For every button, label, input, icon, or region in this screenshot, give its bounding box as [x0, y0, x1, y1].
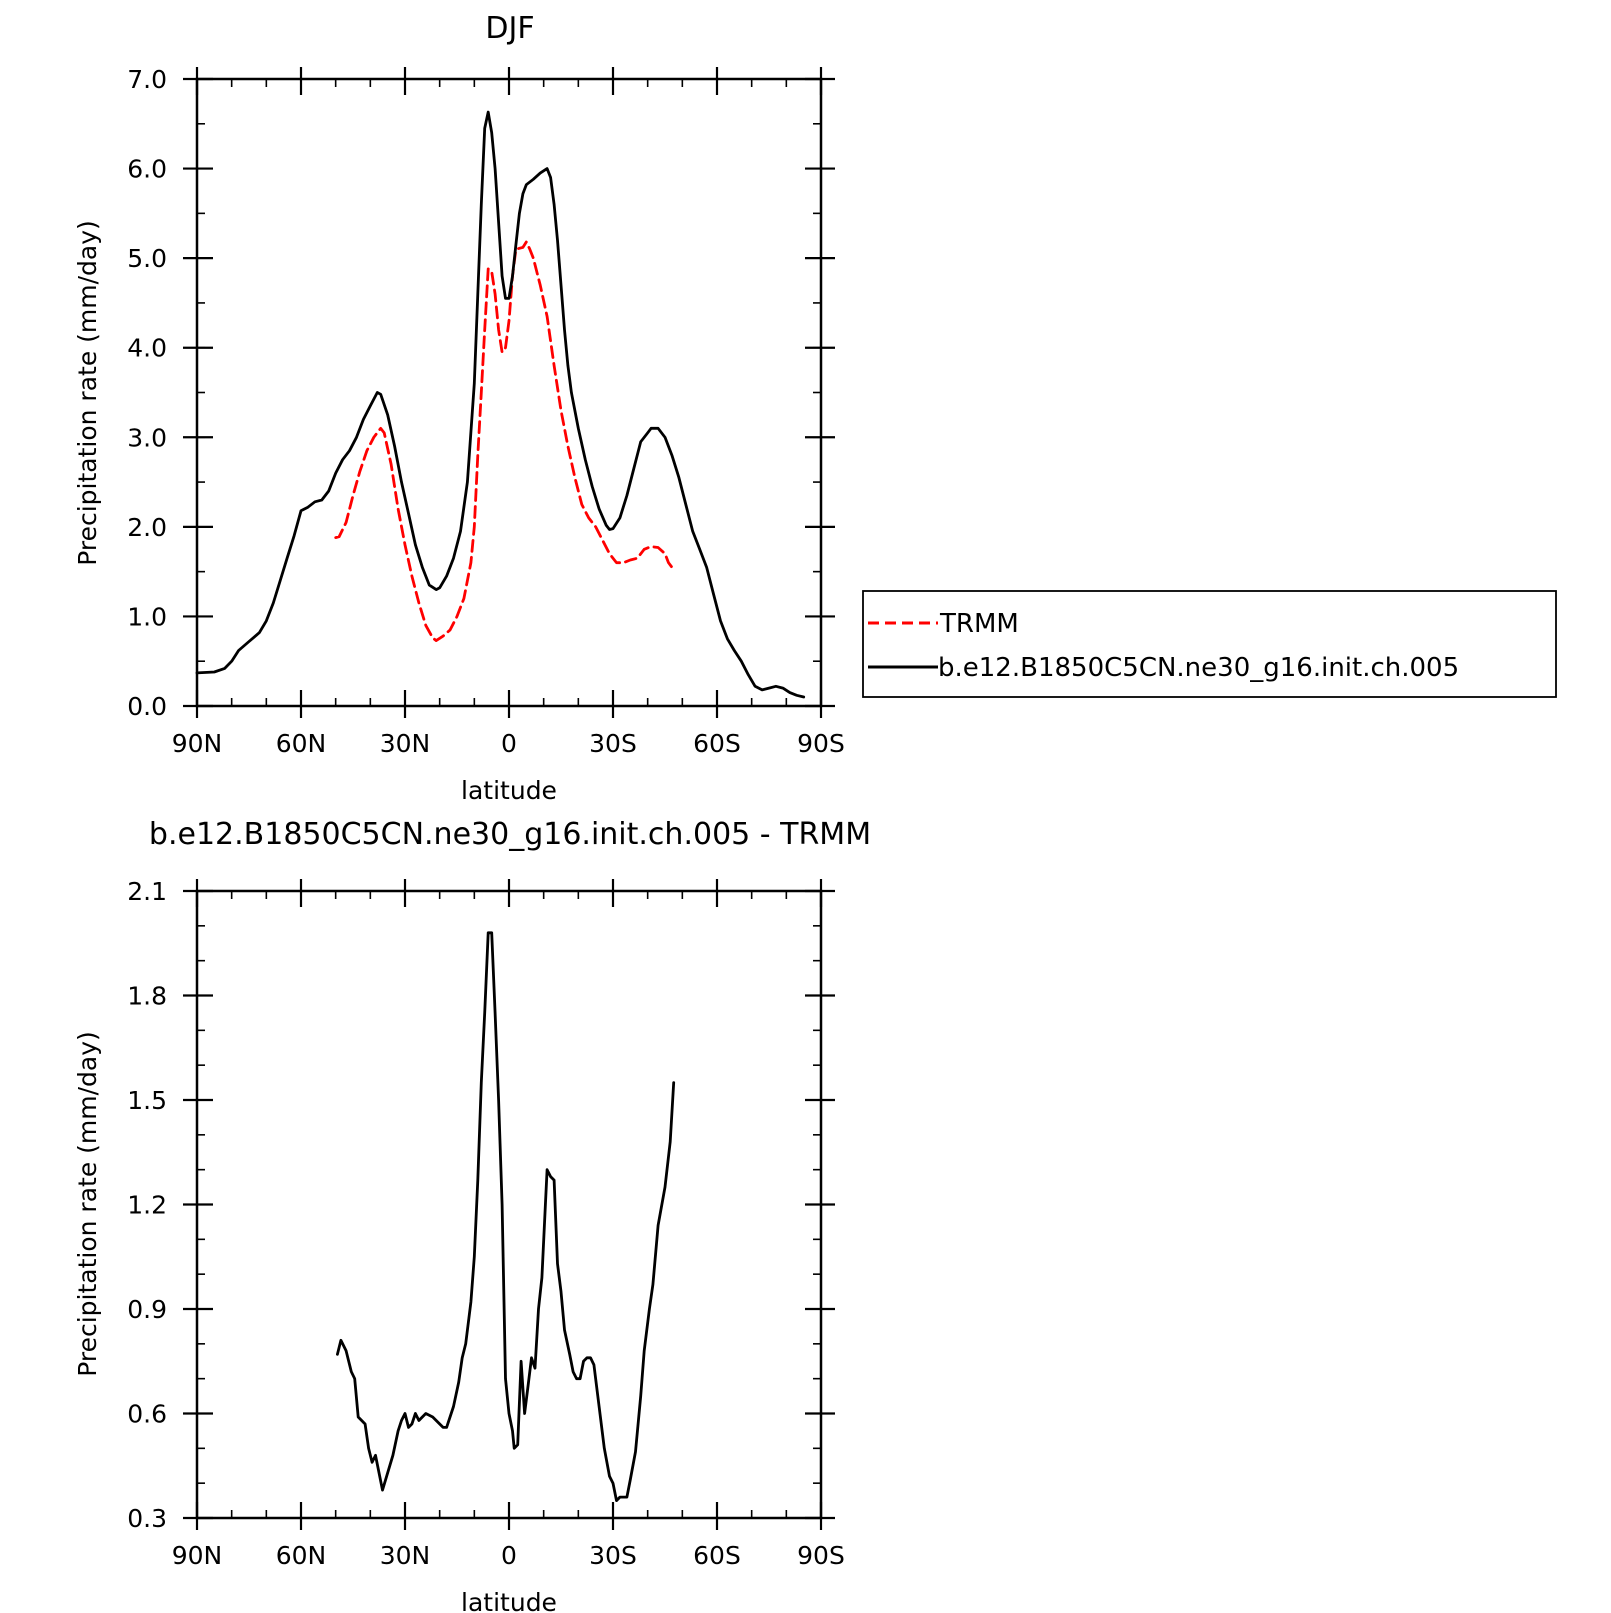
- top-chart-title: DJF: [485, 11, 534, 46]
- y-tick-label: 7.0: [127, 65, 167, 94]
- bottom-chart-title: b.e12.B1850C5CN.ne30_g16.init.ch.005 - T…: [149, 817, 871, 852]
- x-tick-label: 90N: [172, 1541, 223, 1570]
- top-series-lines: [197, 112, 804, 697]
- y-tick-label: 1.0: [127, 602, 167, 631]
- bottom-x-axis-title: latitude: [461, 1588, 557, 1613]
- bottom-series-lines: [337, 933, 673, 1501]
- series-line-b-e12-b1850c5cn-ne30-g16-init-ch-005: [197, 112, 804, 697]
- x-tick-label: 30S: [589, 1541, 637, 1570]
- y-tick-label: 0.9: [127, 1295, 167, 1324]
- x-tick-label: 0: [501, 1541, 517, 1570]
- x-tick-label: 60S: [693, 1541, 741, 1570]
- y-tick-label: 2.0: [127, 513, 167, 542]
- x-tick-label: 0: [501, 729, 517, 758]
- bottom-x-ticks: 90N 60N 30N 0 30S 60S 90S: [172, 879, 845, 1570]
- series-line-difference: [337, 933, 673, 1501]
- top-x-ticks: 90N 60N 30N 0 30S 60S 90S: [172, 67, 845, 758]
- x-tick-label: 60N: [276, 1541, 327, 1570]
- bottom-chart-panel: b.e12.B1850C5CN.ne30_g16.init.ch.005 - T…: [73, 817, 871, 1613]
- top-chart-panel: DJF 90N 60N 30N 0 30S 60S 90S 0.0 1.0 2.0 3.0 4.0 5…: [73, 11, 845, 805]
- x-tick-label: 60N: [276, 729, 327, 758]
- bottom-y-axis-title: Precipitation rate (mm/day): [73, 1031, 102, 1377]
- bottom-y-ticks: 0.3 0.6 0.9 1.2 1.5 1.8 2.1: [127, 877, 835, 1533]
- x-tick-label: 90N: [172, 729, 223, 758]
- x-tick-label: 30N: [380, 1541, 431, 1570]
- y-tick-label: 0.0: [127, 692, 167, 721]
- y-tick-label: 6.0: [127, 155, 167, 184]
- bottom-plot-frame: [197, 891, 821, 1518]
- y-tick-label: 0.3: [127, 1504, 167, 1533]
- y-tick-label: 4.0: [127, 334, 167, 363]
- top-y-axis-title: Precipitation rate (mm/day): [73, 220, 102, 566]
- series-line-trmm: [336, 242, 672, 641]
- y-tick-label: 1.2: [127, 1191, 167, 1220]
- x-tick-label: 30N: [380, 729, 431, 758]
- legend: TRMM b.e12.B1850C5CN.ne30_g16.init.ch.00…: [863, 591, 1556, 697]
- y-tick-label: 5.0: [127, 244, 167, 273]
- legend-label-model: b.e12.B1850C5CN.ne30_g16.init.ch.005: [938, 653, 1459, 683]
- y-tick-label: 3.0: [127, 423, 167, 452]
- x-tick-label: 90S: [797, 729, 845, 758]
- y-tick-label: 1.5: [127, 1086, 167, 1115]
- top-plot-frame: [197, 79, 821, 706]
- legend-label-trmm: TRMM: [939, 609, 1019, 639]
- y-tick-label: 2.1: [127, 877, 167, 906]
- x-tick-label: 60S: [693, 729, 741, 758]
- y-tick-label: 1.8: [127, 982, 167, 1011]
- x-tick-label: 30S: [589, 729, 637, 758]
- x-tick-label: 90S: [797, 1541, 845, 1570]
- top-x-axis-title: latitude: [461, 776, 557, 805]
- y-tick-label: 0.6: [127, 1400, 167, 1429]
